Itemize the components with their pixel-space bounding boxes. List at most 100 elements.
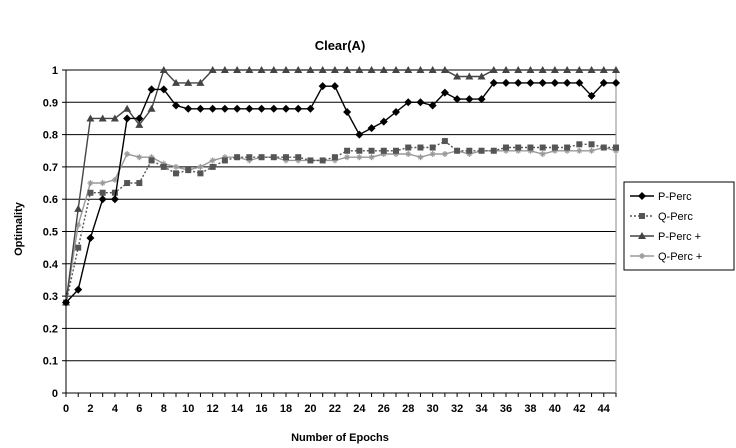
x-tick-label: 12 (207, 403, 219, 415)
legend-item: Q-Perc (630, 211, 693, 223)
data-point (612, 66, 620, 73)
data-point (307, 157, 314, 164)
data-point (135, 114, 144, 123)
y-tick-label: 0.1 (43, 356, 58, 368)
x-tick-label: 22 (329, 403, 341, 415)
data-point (282, 104, 290, 113)
data-point (283, 154, 289, 161)
legend-item: P-Perc + (630, 231, 701, 243)
x-tick-label: 16 (255, 403, 267, 415)
axes: 00.10.20.30.40.50.60.70.80.910 2 4 6 8 10 12 14… (43, 65, 617, 415)
data-point (539, 144, 546, 151)
data-point (196, 104, 205, 113)
data-point (526, 66, 535, 73)
data-point (440, 66, 449, 73)
y-tick-label: 0 (52, 388, 58, 400)
data-point (417, 154, 424, 161)
data-point (197, 163, 204, 170)
data-point (173, 170, 179, 177)
y-tick-label: 1 (52, 65, 58, 77)
data-point (392, 107, 400, 116)
x-tick-label: 0 (63, 403, 69, 415)
chart-title: Clear(A) (315, 38, 366, 53)
data-point (404, 66, 413, 73)
data-point (269, 66, 278, 73)
data-point (563, 78, 572, 87)
data-point (184, 78, 193, 86)
legend-label: P-Perc (658, 191, 692, 203)
data-point (515, 144, 522, 151)
data-point (196, 78, 205, 86)
data-point (87, 180, 94, 187)
data-point (417, 144, 424, 151)
data-point (613, 144, 619, 151)
data-point (379, 66, 388, 73)
data-point (184, 104, 193, 113)
data-point (564, 144, 571, 151)
data-point (638, 232, 646, 239)
data-point (454, 147, 461, 154)
data-point (99, 180, 106, 187)
data-point (160, 163, 167, 170)
x-tick-label: 36 (500, 403, 512, 415)
series-line (65, 146, 617, 303)
data-point (282, 66, 290, 73)
x-tick-label: 10 (182, 403, 194, 415)
data-point (489, 66, 498, 73)
x-tick-label: 14 (231, 403, 244, 415)
data-point (87, 189, 94, 196)
data-point (75, 244, 82, 251)
data-point (393, 147, 399, 154)
series-line (65, 68, 616, 303)
data-point (441, 138, 448, 145)
data-point (453, 95, 462, 104)
legend-label: Q-Perc + (658, 251, 702, 263)
data-point (208, 104, 217, 113)
data-point (99, 189, 106, 196)
data-point (514, 66, 523, 73)
data-point (86, 233, 95, 242)
data-point (563, 66, 572, 73)
data-point (478, 147, 485, 154)
data-point (245, 104, 254, 113)
data-point (453, 72, 462, 80)
data-point (466, 147, 473, 154)
data-point (503, 144, 509, 151)
y-tick-label: 0.6 (43, 194, 58, 206)
legend-item: P-Perc (630, 191, 692, 203)
data-point (477, 72, 486, 80)
data-point (136, 154, 143, 161)
data-point (428, 101, 437, 110)
legend-label: Q-Perc (658, 211, 693, 223)
data-point (306, 104, 315, 113)
data-point (208, 66, 217, 73)
data-point (379, 117, 388, 126)
y-tick-label: 0.2 (43, 323, 58, 335)
data-point (367, 124, 376, 133)
data-point (490, 147, 497, 154)
x-tick-label: 4 (112, 403, 119, 415)
series-q-perc (63, 138, 619, 306)
data-point (270, 154, 277, 161)
data-point (123, 114, 132, 123)
x-axis-title: Number of Epochs (291, 432, 389, 444)
data-point (147, 104, 156, 112)
data-point (551, 144, 558, 151)
data-point (527, 144, 534, 151)
data-point (233, 104, 242, 113)
data-point (404, 98, 413, 107)
x-tick-label: 26 (378, 403, 390, 415)
legend-item: Q-Perc + (630, 251, 702, 263)
x-tick-label: 28 (402, 403, 414, 415)
legend-label: P-Perc + (658, 231, 701, 243)
data-point (209, 163, 216, 170)
data-point (246, 154, 253, 161)
data-point (368, 147, 375, 154)
y-tick-label: 0.5 (43, 227, 58, 239)
data-point (550, 78, 559, 87)
data-point (172, 78, 180, 86)
data-point (124, 150, 131, 157)
data-point (575, 78, 584, 87)
data-point (599, 78, 608, 87)
data-point (148, 157, 155, 164)
